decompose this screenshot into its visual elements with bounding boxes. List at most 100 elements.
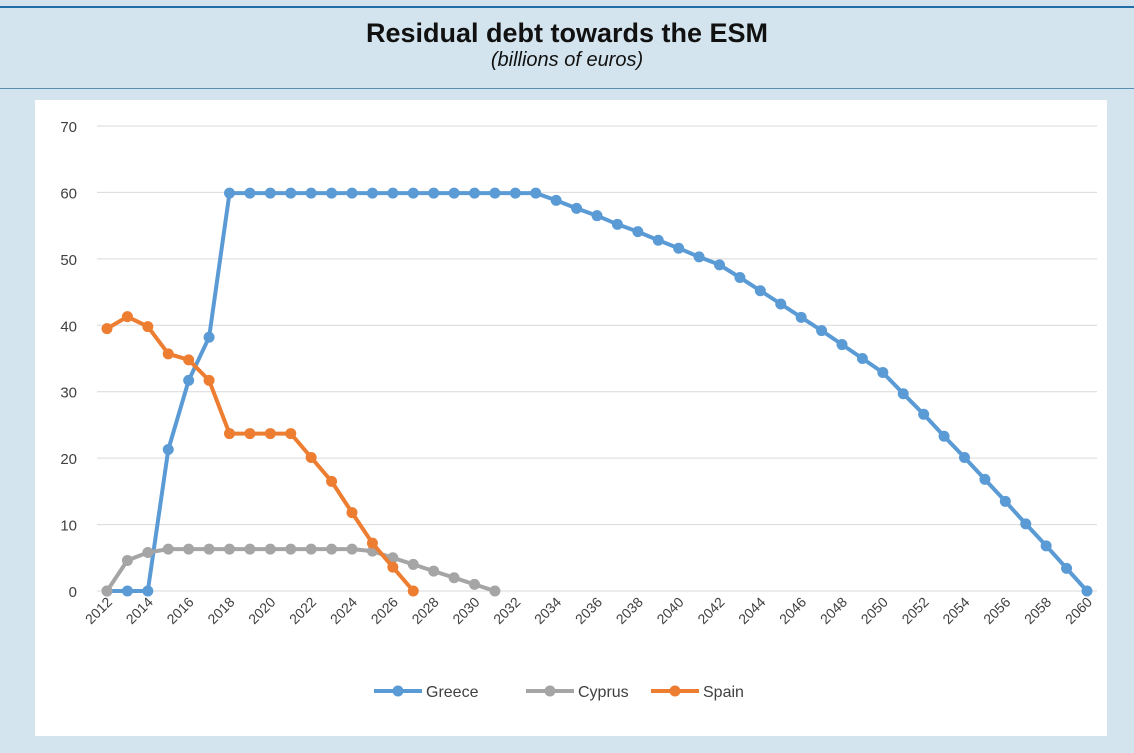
- data-point: [1081, 585, 1093, 597]
- data-point: [693, 251, 705, 263]
- x-axis-ticks: 2012 2014 2016 2018 2020 2022 2024 2026 2028 2030…: [82, 594, 1095, 627]
- series-line: [105, 314, 416, 593]
- data-point: [673, 242, 685, 254]
- x-tick-label: 2020: [245, 594, 278, 627]
- data-point: [836, 339, 848, 351]
- data-point: [550, 194, 562, 206]
- legend-swatch-marker: [544, 685, 556, 697]
- y-tick-label: 0: [69, 584, 77, 601]
- legend: Greece Cyprus Spain: [374, 684, 744, 701]
- data-point: [346, 187, 358, 199]
- data-point: [652, 234, 664, 246]
- data-point: [244, 187, 256, 199]
- data-point: [326, 475, 338, 487]
- data-point: [121, 311, 133, 323]
- data-point: [366, 537, 378, 549]
- data-point: [183, 543, 195, 555]
- data-point: [387, 552, 399, 564]
- x-tick-label: 2028: [408, 594, 441, 627]
- legend-label: Spain: [703, 684, 744, 701]
- data-point: [305, 543, 317, 555]
- data-point: [489, 187, 501, 199]
- data-point: [387, 187, 399, 199]
- data-point: [407, 585, 419, 597]
- data-point: [264, 428, 276, 440]
- data-point: [897, 388, 909, 400]
- data-point: [305, 187, 317, 199]
- data-point: [469, 578, 480, 590]
- y-tick-label: 60: [60, 185, 77, 202]
- chart-panel: 0 10 20 30 40 50 60 70 2012 2014 2016 2018 2020 2022…: [35, 100, 1107, 736]
- x-tick-label: 2016: [163, 594, 196, 627]
- data-point: [999, 495, 1011, 507]
- data-point: [734, 271, 746, 283]
- x-tick-label: 2034: [531, 594, 564, 627]
- chart-title: Residual debt towards the ESM: [365, 18, 769, 48]
- x-tick-label: 2048: [817, 594, 850, 627]
- data-point: [285, 543, 297, 555]
- legend-swatch-marker: [669, 685, 681, 697]
- data-point: [1040, 540, 1052, 552]
- data-point: [162, 348, 174, 360]
- data-point: [387, 561, 399, 573]
- x-tick-label: 2012: [82, 594, 115, 627]
- data-point: [264, 543, 276, 555]
- x-tick-label: 2022: [286, 594, 319, 627]
- header-divider: [0, 88, 1134, 89]
- x-tick-label: 2038: [613, 594, 646, 627]
- data-point: [142, 546, 154, 558]
- data-point: [407, 187, 419, 199]
- data-point: [428, 187, 440, 199]
- x-tick-label: 2054: [939, 594, 972, 627]
- data-point: [142, 585, 154, 597]
- chart-subtitle: (billions of euros): [490, 49, 644, 71]
- data-point: [448, 572, 460, 584]
- data-point: [632, 226, 644, 238]
- y-tick-label: 10: [60, 518, 77, 535]
- x-tick-label: 2036: [572, 594, 605, 627]
- data-point: [530, 187, 542, 199]
- data-point: [795, 311, 807, 323]
- data-point: [714, 259, 725, 271]
- x-tick-label: 2058: [1021, 594, 1054, 627]
- data-point: [611, 218, 623, 230]
- series-lines: [101, 187, 1093, 597]
- data-point: [856, 353, 868, 364]
- data-point: [816, 325, 828, 337]
- x-tick-label: 2056: [980, 594, 1013, 627]
- data-point: [489, 585, 501, 597]
- y-axis-ticks: 0 10 20 30 40 50 60 70: [60, 119, 77, 601]
- x-tick-label: 2014: [123, 594, 156, 627]
- y-tick-label: 20: [60, 451, 77, 468]
- x-tick-label: 2026: [368, 594, 401, 627]
- data-point: [244, 543, 256, 555]
- data-point: [979, 473, 991, 485]
- data-point: [264, 187, 276, 199]
- data-point: [1061, 562, 1073, 574]
- data-point: [121, 585, 133, 597]
- data-point: [754, 285, 766, 297]
- x-tick-label: 2044: [735, 594, 768, 627]
- data-point: [509, 187, 521, 199]
- x-tick-label: 2032: [490, 594, 523, 627]
- series-cyprus: [101, 543, 501, 597]
- data-point: [877, 366, 889, 378]
- data-point: [285, 428, 297, 440]
- data-point: [591, 210, 603, 222]
- legend-item-greece: Greece: [374, 684, 479, 701]
- data-point: [366, 187, 378, 199]
- data-point: [571, 202, 583, 214]
- data-point: [326, 543, 338, 555]
- legend-label: Cyprus: [578, 684, 629, 701]
- data-point: [305, 451, 317, 463]
- data-point: [162, 543, 174, 555]
- data-point: [101, 585, 113, 597]
- y-tick-label: 70: [60, 119, 77, 136]
- data-point: [224, 187, 235, 199]
- data-point: [326, 187, 338, 199]
- data-point: [244, 428, 256, 440]
- data-point: [285, 187, 297, 199]
- x-tick-label: 2040: [653, 594, 686, 627]
- data-point: [101, 323, 113, 335]
